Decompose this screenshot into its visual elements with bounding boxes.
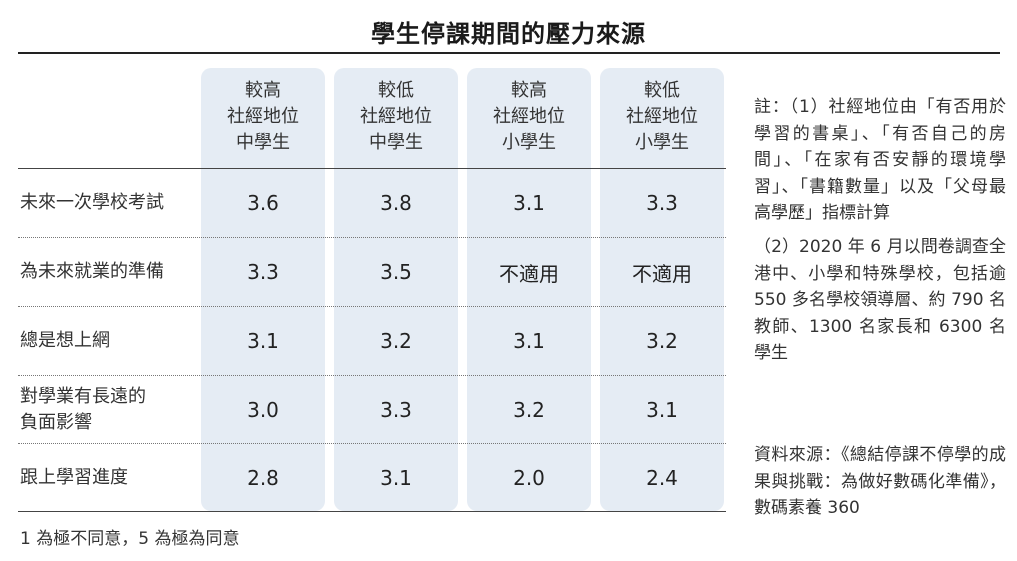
column-header: 較低 社經地位 小學生 xyxy=(600,78,724,156)
row-label: 為未來就業的準備 xyxy=(20,238,198,306)
table-bottom-rule xyxy=(18,511,726,512)
table-cell: 3.1 xyxy=(247,329,279,353)
table-cell: 3.2 xyxy=(380,329,412,353)
column-header-line: 小學生 xyxy=(635,132,689,153)
row-divider xyxy=(18,375,726,376)
table-cell: 2.8 xyxy=(247,465,279,490)
table-cell: 2.0 xyxy=(513,465,545,490)
table-cell: 3.0 xyxy=(247,397,279,422)
table-cell: 不適用 xyxy=(499,261,559,286)
column-header-line: 社經地位 xyxy=(360,106,432,127)
column-header-line: 中學生 xyxy=(236,132,290,153)
column-header-line: 社經地位 xyxy=(493,106,565,127)
table-cell: 3.1 xyxy=(513,329,545,353)
table-cell: 3.3 xyxy=(380,397,412,422)
table-cell: 3.1 xyxy=(646,397,678,422)
column-header-line: 中學生 xyxy=(369,132,423,153)
table-cell: 2.4 xyxy=(646,465,678,490)
column-background xyxy=(334,68,458,511)
table-cell: 3.1 xyxy=(513,191,545,215)
table-cell: 3.6 xyxy=(247,191,279,215)
table-cell: 3.2 xyxy=(513,397,545,422)
table-cell: 3.1 xyxy=(380,465,412,490)
column-header-line: 社經地位 xyxy=(626,106,698,127)
column-header-line: 社經地位 xyxy=(227,106,299,127)
row-label-line: 為未來就業的準備 xyxy=(20,261,164,282)
row-label-line: 對學業有長遠的 xyxy=(20,385,146,407)
row-label: 跟上學習進度 xyxy=(20,444,198,511)
table-cell: 不適用 xyxy=(632,261,692,286)
row-label-line: 跟上學習進度 xyxy=(20,466,128,488)
table-cell: 3.2 xyxy=(646,329,678,353)
column-background xyxy=(467,68,591,511)
header-divider xyxy=(18,168,726,169)
column-header-line: 較高 xyxy=(245,80,281,101)
table-cell: 3.8 xyxy=(380,191,412,215)
column-header: 較低 社經地位 中學生 xyxy=(334,78,458,156)
column-header: 較高 社經地位 中學生 xyxy=(201,78,325,156)
row-divider xyxy=(18,443,726,444)
column-header: 較高 社經地位 小學生 xyxy=(467,78,591,156)
table-cell: 3.3 xyxy=(247,260,279,284)
table-cell: 3.5 xyxy=(380,260,412,284)
row-label: 未來一次學校考試 xyxy=(20,169,198,237)
scale-note: 1 為極不同意，5 為極為同意 xyxy=(20,529,240,549)
row-label-line: 負面影響 xyxy=(20,411,92,433)
source-note: 資料來源：《總結停課不停學的成果與挑戰：為做好數碼化準備》，數碼素養 360 xyxy=(754,445,1006,518)
column-header-line: 小學生 xyxy=(502,132,556,153)
column-header-line: 較低 xyxy=(378,80,414,101)
column-header-line: 較高 xyxy=(511,80,547,101)
column-background xyxy=(600,68,724,511)
note-1: 註：（1）社經地位由「有否用於學習的書桌」、「有否自己的房間」、「在家有否安靜的… xyxy=(754,97,1006,223)
column-background xyxy=(201,68,325,511)
column-header-line: 較低 xyxy=(644,80,680,101)
row-label-line: 未來一次學校考試 xyxy=(20,192,164,213)
row-label: 總是想上網 xyxy=(20,307,198,375)
table-cell: 3.3 xyxy=(646,191,678,215)
row-label-line: 總是想上網 xyxy=(20,330,110,351)
chart-title: 學生停課期間的壓力來源 xyxy=(371,20,646,48)
title-rule xyxy=(18,52,1000,54)
note-2: （2）2020 年 6 月以問卷調查全港中、小學和特殊學校，包括逾 550 多名… xyxy=(754,237,1006,363)
row-label: 對學業有長遠的 負面影響 xyxy=(20,376,198,443)
row-divider xyxy=(18,237,726,238)
row-divider xyxy=(18,306,726,307)
